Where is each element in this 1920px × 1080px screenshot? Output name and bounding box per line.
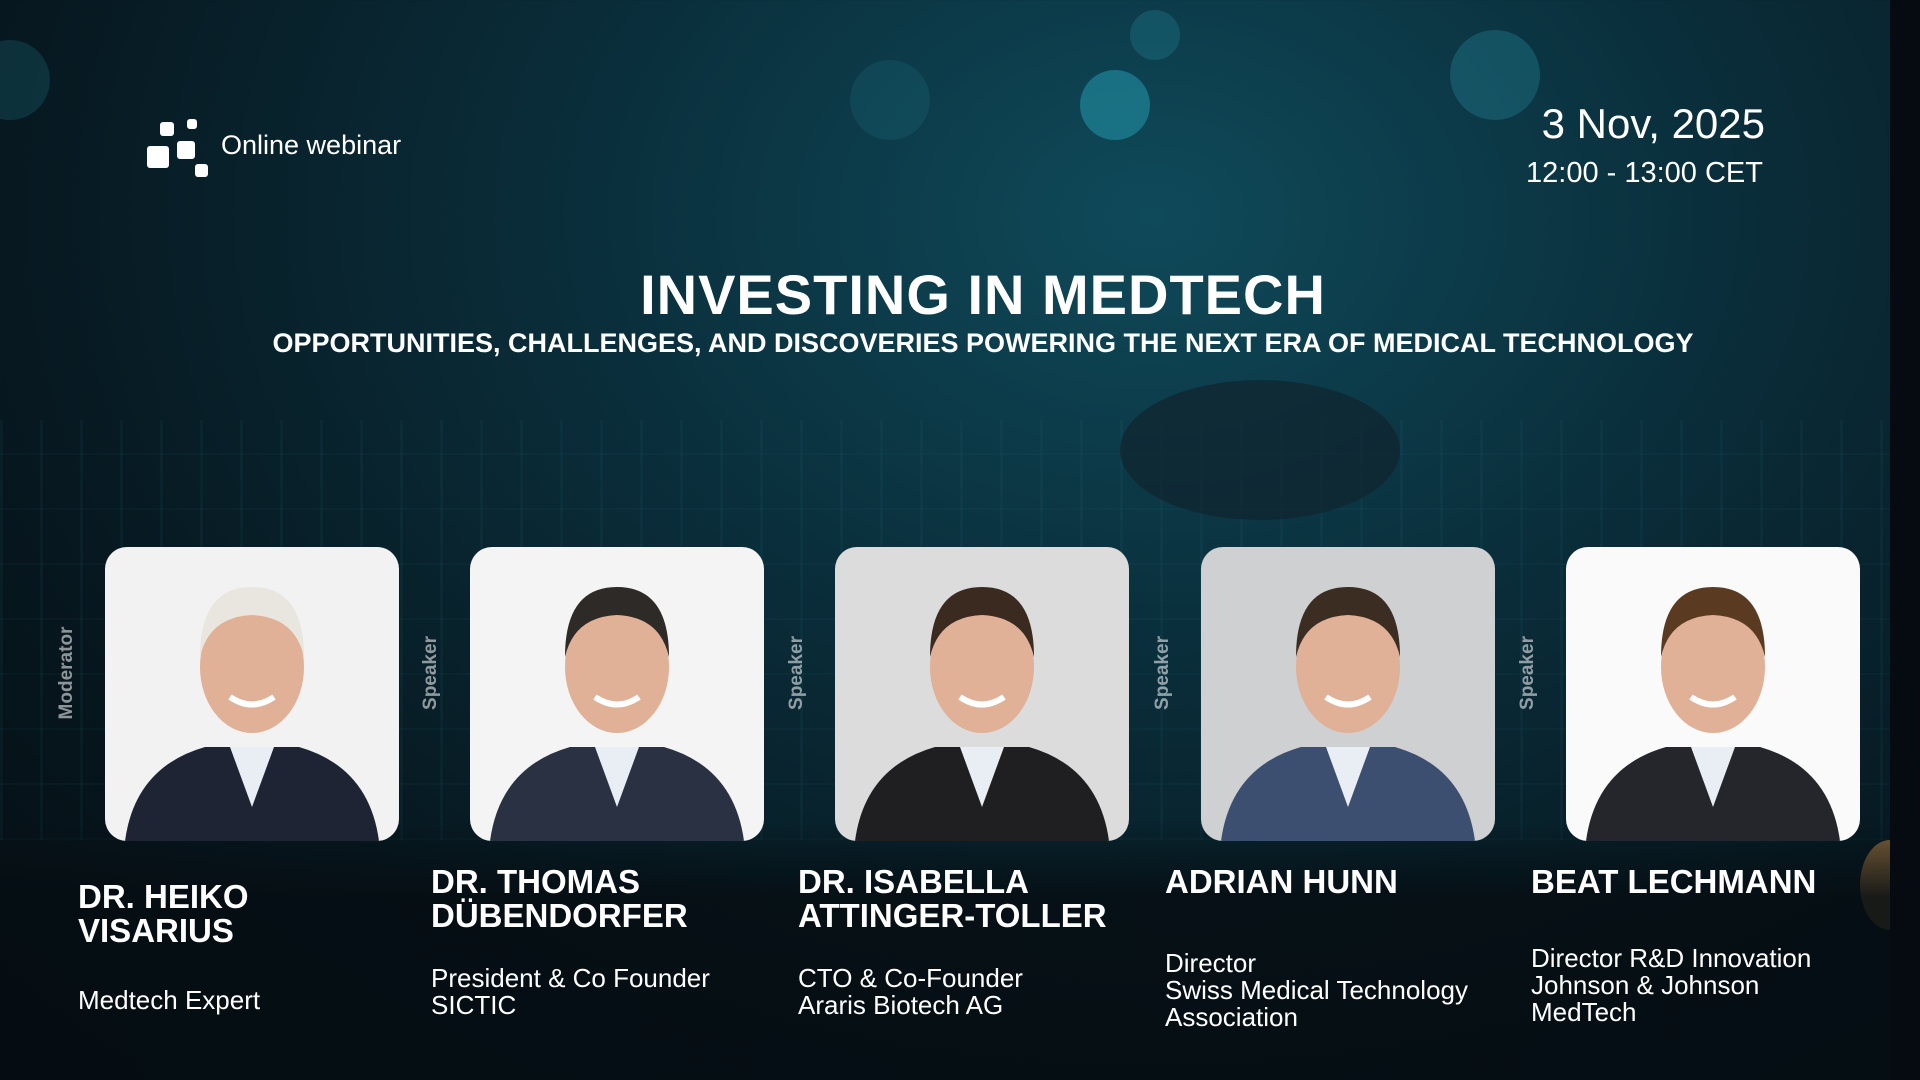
speaker-photo <box>470 547 764 841</box>
page-subtitle: OPPORTUNITIES, CHALLENGES, AND DISCOVERI… <box>272 328 1694 358</box>
speaker-role: Speaker <box>420 636 441 710</box>
speaker-photo <box>835 547 1129 841</box>
speaker-role: Speaker <box>1152 636 1173 710</box>
speaker-role: Speaker <box>786 636 807 710</box>
speaker-photo <box>105 547 399 841</box>
speaker-name: DR. HEIKO VISARIUS <box>78 878 249 949</box>
speaker-name: DR. THOMAS DÜBENDORFER <box>431 863 688 934</box>
bokeh-light <box>0 40 50 120</box>
speaker-description: Director R&D Innovation Johnson & Johnso… <box>1531 943 1812 1027</box>
event-time: 12:00 - 13:00 CET <box>1526 157 1763 189</box>
bokeh-light <box>1450 30 1540 120</box>
bottom-fade <box>0 820 1920 1080</box>
speaker-name: ADRIAN HUNN <box>1165 863 1398 900</box>
speaker-description: President & Co Founder SICTIC <box>431 963 710 1020</box>
event-date: 3 Nov, 2025 <box>1541 100 1765 147</box>
speaker-name: DR. ISABELLA ATTINGER-TOLLER <box>798 863 1107 934</box>
bokeh-light <box>1080 70 1150 140</box>
speaker-photo <box>1201 547 1495 841</box>
right-edge <box>1890 0 1920 1080</box>
page-title: INVESTING IN MEDTECH <box>640 263 1326 326</box>
event-type-label: Online webinar <box>221 130 402 160</box>
speaker-description: CTO & Co-Founder Araris Biotech AG <box>798 963 1023 1020</box>
speaker-role: Moderator <box>56 626 77 720</box>
speaker-photo <box>1566 547 1860 841</box>
speaker-role: Speaker <box>1517 636 1538 710</box>
speaker-description: Medtech Expert <box>78 985 261 1015</box>
squares-logo-icon <box>147 119 209 177</box>
bokeh-light <box>850 60 930 140</box>
bokeh-light <box>1130 10 1180 60</box>
speaker-name: BEAT LECHMANN <box>1531 863 1817 900</box>
speaker-description: Director Swiss Medical Technology Associ… <box>1165 948 1468 1032</box>
